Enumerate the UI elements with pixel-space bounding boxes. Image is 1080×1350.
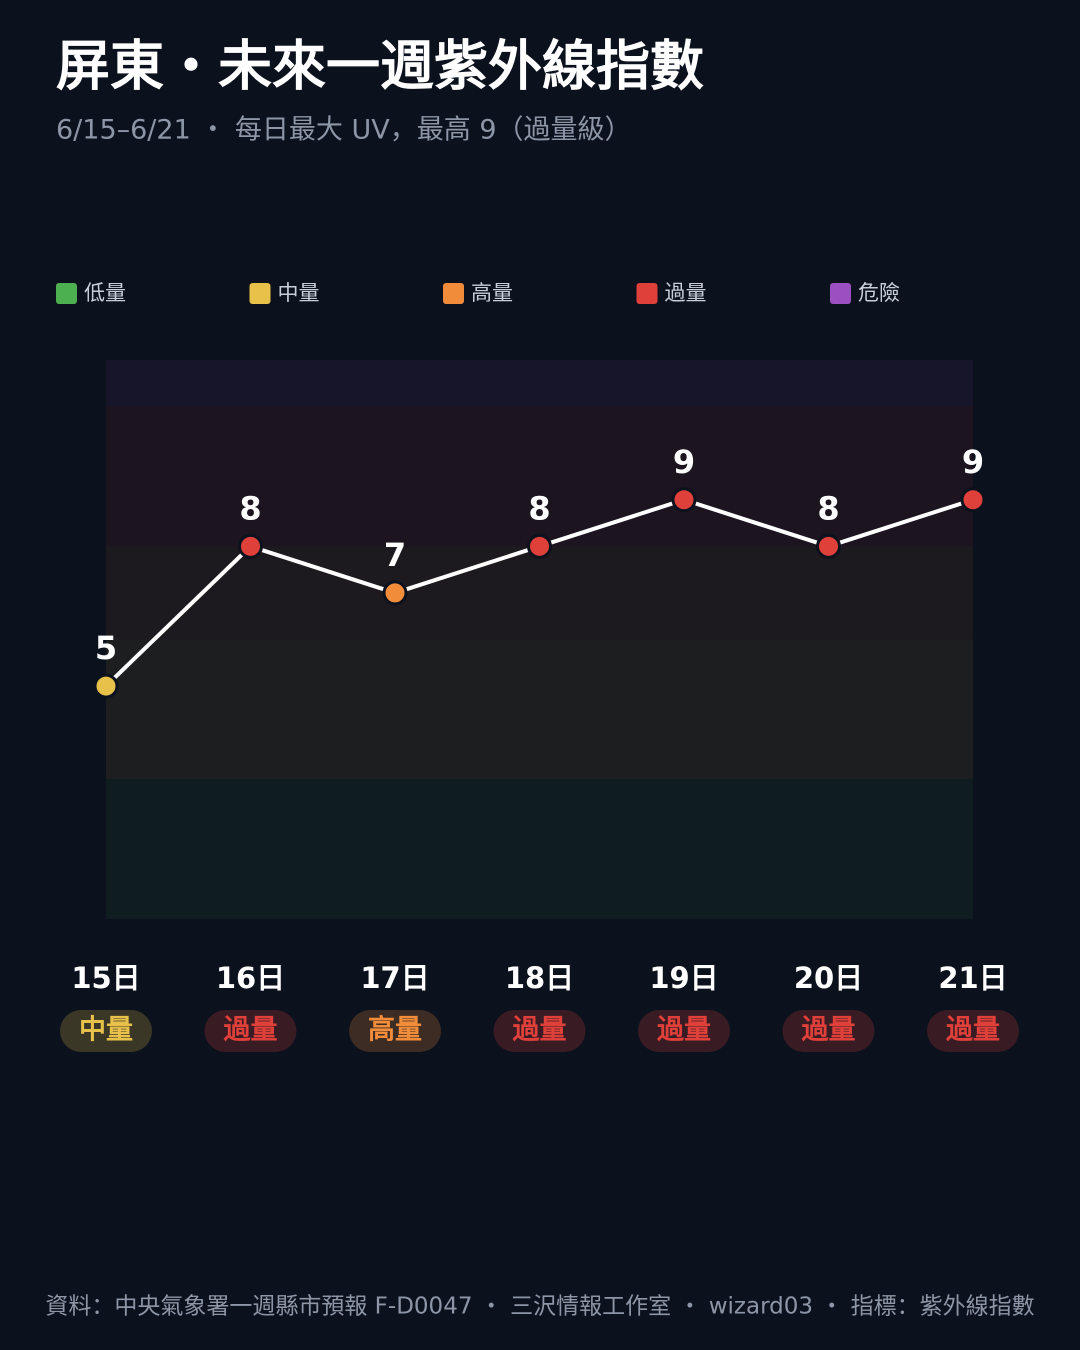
chart-title: 屏東・未來一週紫外線指數 [56, 35, 704, 98]
uv-band [106, 360, 973, 407]
legend-label: 高量 [471, 281, 513, 305]
data-point [816, 533, 841, 559]
level-label: 過量 [224, 1015, 278, 1046]
level-label: 過量 [657, 1015, 711, 1046]
level-label: 過量 [946, 1015, 1000, 1046]
level-label: 過量 [802, 1015, 856, 1046]
data-label: 9 [962, 443, 984, 481]
data-point [671, 487, 697, 513]
data-label: 8 [817, 489, 839, 527]
data-point [960, 487, 986, 513]
x-tick-label: 16日 [216, 961, 285, 995]
data-point [382, 580, 408, 606]
legend-swatch [830, 283, 851, 304]
level-pill [927, 1010, 1019, 1052]
data-label: 9 [673, 443, 695, 481]
level-pill [493, 1010, 586, 1052]
data-point [93, 673, 119, 699]
uv-band [106, 546, 973, 640]
level-pill [349, 1010, 441, 1052]
x-tick-label: 19日 [649, 961, 718, 995]
footer: 資料：中央氣象署一週縣市預報 F-D0047 ・ 三沢情報工作室 ・ wizar… [45, 1294, 1034, 1320]
level-pill [204, 1010, 297, 1052]
level-label: 中量 [79, 1015, 133, 1046]
x-tick-label: 21日 [938, 961, 1007, 995]
level-pill [782, 1010, 875, 1052]
legend-swatch [636, 283, 658, 304]
data-point [527, 533, 552, 559]
legend-label: 中量 [278, 281, 320, 305]
legend-label: 低量 [84, 281, 126, 305]
legend-swatch [443, 283, 464, 304]
x-tick-label: 20日 [794, 961, 863, 995]
uv-band [106, 639, 973, 780]
data-label: 7 [384, 536, 406, 574]
legend-label: 過量 [665, 281, 707, 305]
data-point [238, 533, 263, 559]
x-tick-label: 15日 [71, 961, 140, 995]
uv-band [106, 779, 973, 919]
chart-subtitle: 6/15–6/21 ・ 每日最大 UV，最高 9（過量級） [56, 115, 632, 146]
x-tick-label: 17日 [360, 961, 429, 995]
uv-band [106, 406, 973, 547]
legend-label: 危險 [858, 281, 900, 305]
level-pill [638, 1010, 730, 1052]
data-label: 5 [95, 629, 117, 667]
level-label: 高量 [368, 1014, 422, 1046]
data-label: 8 [528, 489, 550, 527]
level-pill [60, 1010, 152, 1052]
x-tick-label: 18日 [505, 961, 574, 995]
level-label: 過量 [513, 1015, 567, 1046]
legend-swatch [249, 283, 271, 304]
legend-swatch [56, 283, 77, 304]
data-label: 8 [239, 489, 261, 527]
